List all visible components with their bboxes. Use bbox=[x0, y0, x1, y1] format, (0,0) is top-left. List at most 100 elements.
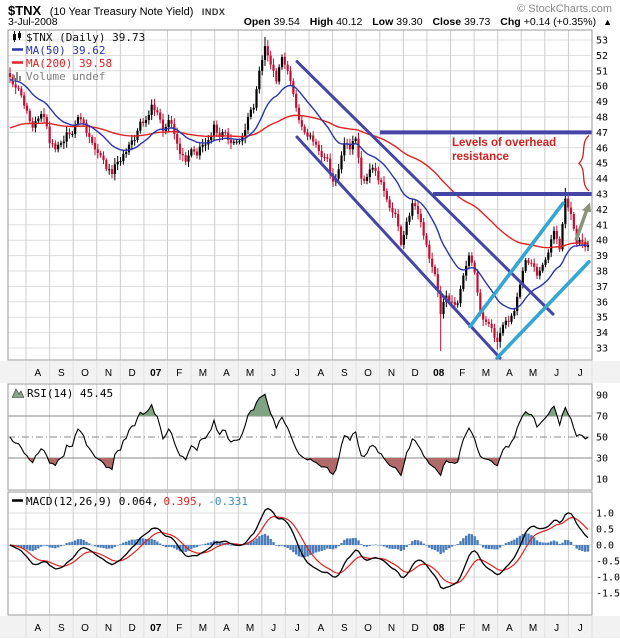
svg-text:F: F bbox=[176, 368, 182, 379]
rsi-legend: RSI(14) 45.45 bbox=[11, 387, 113, 401]
svg-text:90: 90 bbox=[596, 391, 608, 402]
ma50-legend-label: MA(50) 39.62 bbox=[26, 44, 106, 57]
svg-text:J: J bbox=[271, 623, 276, 634]
axis-strips bbox=[0, 361, 620, 638]
svg-text:M: M bbox=[246, 368, 254, 379]
volume-legend-label: Volume undef bbox=[26, 70, 106, 83]
ma200-line-swatch-icon bbox=[12, 57, 23, 71]
svg-text:53: 53 bbox=[596, 36, 608, 47]
svg-text:M: M bbox=[482, 368, 490, 379]
svg-text:N: N bbox=[105, 623, 112, 634]
rsi-legend-row: RSI(14) 45.45 bbox=[11, 387, 113, 401]
breakout-arrow-head bbox=[582, 202, 591, 213]
low-label: Low bbox=[372, 16, 394, 28]
resistance-brace bbox=[578, 134, 590, 192]
svg-text:J: J bbox=[554, 368, 559, 379]
rsi-line bbox=[9, 393, 589, 477]
svg-text:42: 42 bbox=[596, 205, 608, 216]
chart-header: $TNX (10 Year Treasury Note Yield) INDX bbox=[8, 2, 612, 18]
svg-text:34: 34 bbox=[596, 328, 608, 339]
svg-text:D: D bbox=[412, 368, 419, 379]
high-label: High bbox=[309, 16, 334, 28]
macd-legend: MACD(12,26,9) 0.064, 0.395, -0.331 bbox=[12, 495, 248, 508]
svg-text:S: S bbox=[341, 623, 348, 634]
main-chart-legend: $TNX (Daily) 39.73 MA(50) 39.62 MA(200) … bbox=[12, 30, 146, 83]
svg-text:M: M bbox=[199, 368, 207, 379]
ma50-line bbox=[9, 79, 589, 310]
svg-text:S: S bbox=[341, 368, 348, 379]
grid-lines bbox=[8, 30, 593, 638]
svg-text:F: F bbox=[176, 623, 182, 634]
svg-text:O: O bbox=[364, 623, 372, 634]
open-label: Open bbox=[243, 16, 271, 28]
ma200-legend-row: MA(200) 39.58 bbox=[12, 57, 145, 70]
svg-text:J: J bbox=[295, 368, 300, 379]
svg-text:-1.5: -1.5 bbox=[596, 589, 620, 600]
svg-text:08: 08 bbox=[433, 368, 445, 379]
macd-line bbox=[9, 507, 589, 590]
svg-text:50: 50 bbox=[596, 433, 608, 444]
quote-values: Open 39.54 High 40.12 Low 39.30 Close 39.73 … bbox=[244, 16, 612, 28]
panel-frames bbox=[7, 29, 593, 616]
quote-date: 3-Jul-2008 bbox=[8, 16, 58, 28]
symbol-name: (10 Year Treasury Note Yield) bbox=[49, 6, 194, 18]
svg-text:A: A bbox=[506, 368, 513, 379]
candlestick-series bbox=[8, 36, 590, 352]
exchange-label: INDX bbox=[201, 7, 226, 17]
svg-text:D: D bbox=[129, 368, 136, 379]
quote-row: 3-Jul-2008 Open 39.54 High 40.12 Low 39.30 … bbox=[8, 16, 612, 29]
macd-signal-line bbox=[9, 515, 589, 584]
svg-text:M: M bbox=[199, 623, 207, 634]
svg-text:49: 49 bbox=[596, 97, 608, 108]
uptrend-channel-line bbox=[468, 201, 565, 329]
svg-text:A: A bbox=[506, 623, 513, 634]
uptrend-channel-line bbox=[495, 259, 591, 360]
ma50-legend-row: MA(50) 39.62 bbox=[12, 44, 145, 57]
svg-text:O: O bbox=[364, 368, 372, 379]
svg-text:-0.5: -0.5 bbox=[596, 557, 620, 568]
svg-text:07: 07 bbox=[150, 623, 162, 634]
svg-text:A: A bbox=[223, 623, 230, 634]
chart-annotations bbox=[295, 60, 592, 360]
svg-text:N: N bbox=[388, 368, 395, 379]
svg-text:M: M bbox=[529, 368, 537, 379]
downtrend-channel-line bbox=[295, 135, 502, 360]
symbol: $TNX bbox=[8, 3, 42, 18]
ma200-line bbox=[9, 114, 589, 249]
svg-text:J: J bbox=[578, 623, 583, 634]
rsi-oversold-fill bbox=[10, 458, 588, 476]
svg-text:A: A bbox=[34, 368, 41, 379]
svg-text:A: A bbox=[317, 368, 324, 379]
rsi-level-lines bbox=[8, 415, 592, 459]
svg-text:35: 35 bbox=[596, 313, 608, 324]
close-value: 39.73 bbox=[464, 16, 491, 28]
ma200-legend-label: MA(200) 39.58 bbox=[26, 57, 113, 70]
svg-text:38: 38 bbox=[596, 267, 608, 278]
svg-text:D: D bbox=[412, 623, 419, 634]
svg-text:F: F bbox=[459, 623, 465, 634]
svg-text:M: M bbox=[482, 623, 490, 634]
svg-text:S: S bbox=[58, 623, 65, 634]
rsi-mountain-icon bbox=[11, 387, 25, 401]
svg-text:48: 48 bbox=[596, 113, 608, 124]
svg-text:N: N bbox=[105, 368, 112, 379]
macd-legend-row: MACD(12,26,9) 0.064, 0.395, -0.331 bbox=[12, 495, 248, 508]
svg-text:47: 47 bbox=[596, 128, 608, 139]
svg-text:43: 43 bbox=[596, 190, 608, 201]
svg-text:F: F bbox=[459, 368, 465, 379]
price-legend-label: $TNX (Daily) 39.73 bbox=[26, 31, 146, 44]
svg-text:O: O bbox=[81, 623, 89, 634]
svg-text:M: M bbox=[529, 623, 537, 634]
svg-text:52: 52 bbox=[596, 51, 608, 62]
svg-text:10: 10 bbox=[596, 475, 608, 486]
change-up-arrow-icon: ▲ bbox=[603, 17, 612, 27]
volume-legend-row: Volume undef bbox=[12, 70, 145, 83]
svg-text:J: J bbox=[271, 368, 276, 379]
price-legend-row: $TNX (Daily) 39.73 bbox=[12, 30, 146, 44]
svg-text:M: M bbox=[246, 623, 254, 634]
svg-text:A: A bbox=[223, 368, 230, 379]
close-label: Close bbox=[432, 16, 462, 28]
low-value: 39.30 bbox=[396, 16, 423, 28]
svg-text:J: J bbox=[578, 368, 583, 379]
